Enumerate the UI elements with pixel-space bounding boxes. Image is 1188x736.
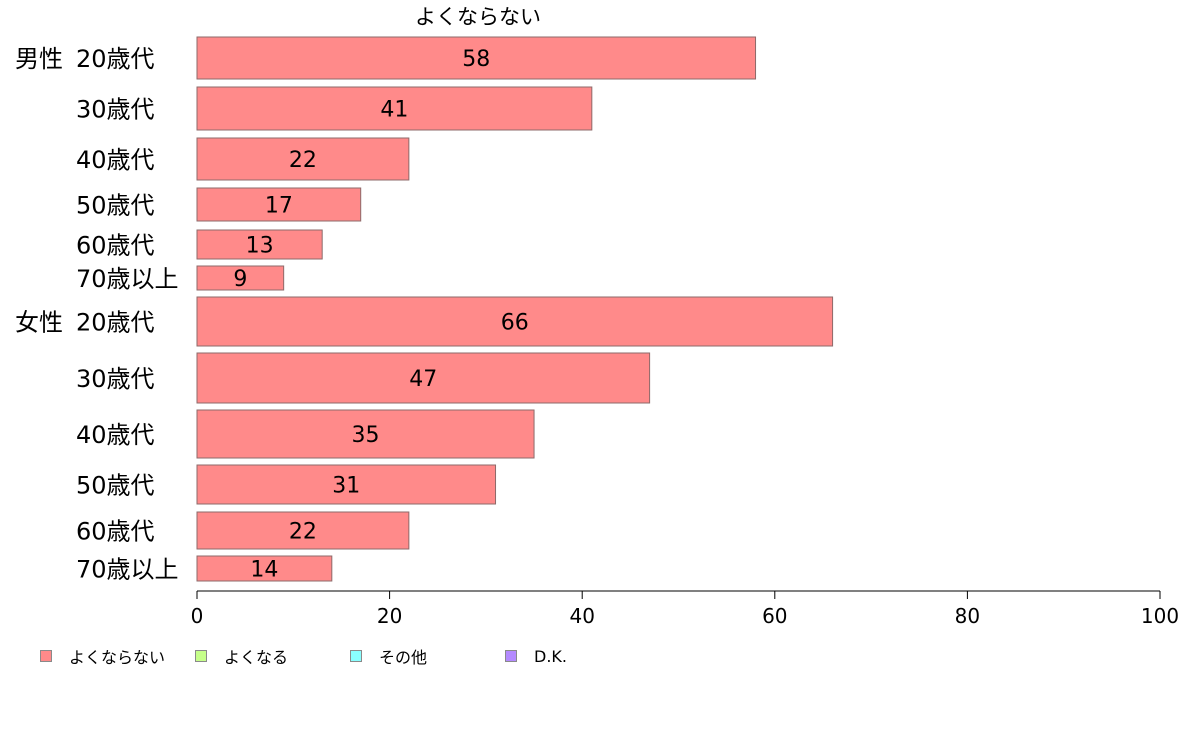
x-tick-label: 20 <box>377 604 402 628</box>
category-label: 50歳代 <box>76 472 155 500</box>
bar <box>196 555 333 582</box>
x-tick-label: 80 <box>955 604 980 628</box>
bar <box>196 296 834 347</box>
category-label: 70歳以上 <box>76 265 179 293</box>
legend-swatch <box>350 650 362 662</box>
x-tick-label: 60 <box>762 604 787 628</box>
bar <box>196 352 651 404</box>
legend: よくならない よくなる その他 D.K. <box>40 645 567 667</box>
bar <box>196 36 757 80</box>
category-label: 20歳代 <box>76 45 155 73</box>
category-label: 40歳代 <box>76 421 155 449</box>
legend-label: D.K. <box>534 646 567 666</box>
category-label: 70歳以上 <box>76 556 179 584</box>
legend-item-1: よくならない <box>40 644 195 668</box>
category-label: 40歳代 <box>76 146 155 174</box>
bar-value-label: 58 <box>462 47 490 72</box>
group-label: 男性 <box>15 45 63 73</box>
bar <box>196 86 593 131</box>
group-label: 女性 <box>15 309 63 337</box>
legend-label: その他 <box>379 648 428 667</box>
bar-value-label: 35 <box>352 423 380 448</box>
legend-label: よくならない <box>69 648 166 667</box>
category-label: 20歳代 <box>76 309 155 337</box>
legend-swatch <box>40 650 52 662</box>
x-tick-label: 40 <box>569 604 594 628</box>
category-label: 60歳代 <box>76 232 155 260</box>
bars-group: 58 41 22 17 13 9 66 47 35 31 22 14 <box>196 36 834 583</box>
chart-title: よくならない <box>415 5 541 29</box>
bar <box>196 409 535 459</box>
legend-item-2: よくなる <box>195 644 350 668</box>
bar <box>196 229 323 260</box>
bar-value-label: 22 <box>289 148 317 173</box>
legend-swatch <box>505 650 517 662</box>
legend-swatch <box>195 650 207 662</box>
legend-label: よくなる <box>224 648 289 667</box>
bar <box>196 137 410 181</box>
x-axis: 0 20 40 60 80 100 <box>191 590 1179 628</box>
bar-value-label: 9 <box>233 267 247 292</box>
category-label: 30歳代 <box>76 96 155 124</box>
category-label: 50歳代 <box>76 192 155 220</box>
bar-value-label: 13 <box>246 234 274 259</box>
bar-value-label: 47 <box>409 367 437 392</box>
legend-item-3: その他 <box>350 644 505 668</box>
category-label: 30歳代 <box>76 365 155 393</box>
bar-value-label: 31 <box>332 474 360 499</box>
x-tick-label: 0 <box>191 604 204 628</box>
bar <box>196 464 497 505</box>
bar <box>196 265 285 291</box>
category-label: 60歳代 <box>76 518 155 546</box>
bar-value-label: 22 <box>289 520 317 545</box>
bar-value-label: 41 <box>380 98 408 123</box>
bar-value-label: 14 <box>250 558 278 583</box>
x-tick-label: 100 <box>1141 604 1179 628</box>
bar-value-label: 17 <box>265 194 293 219</box>
bar <box>196 511 410 550</box>
bar <box>196 187 362 222</box>
bar-value-label: 66 <box>501 311 529 336</box>
legend-item-4: D.K. <box>505 647 567 666</box>
